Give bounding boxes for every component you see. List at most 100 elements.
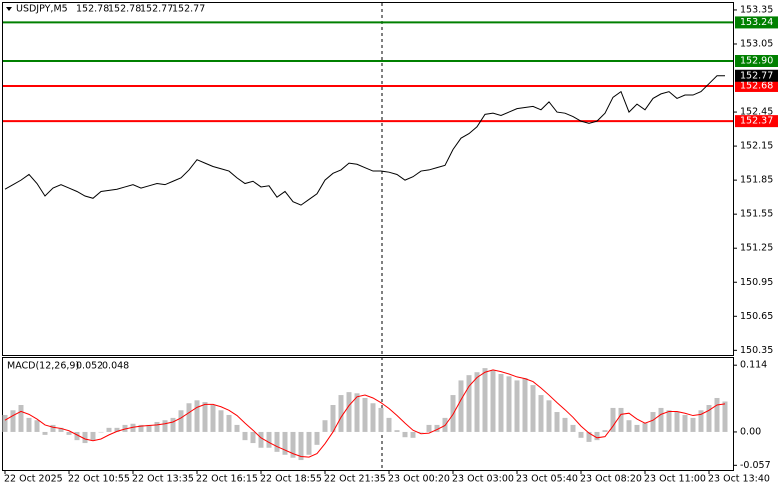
price-line [4,75,725,206]
macd-bar [290,431,296,458]
ohlc-low: 152.77 [140,4,173,15]
macd-bar [690,417,696,432]
macd-bar [130,423,136,432]
macd-bar [266,431,272,448]
macd-bar [594,431,600,441]
macd-bar [610,407,616,432]
macd-bar [378,407,384,432]
signal-line [4,369,726,458]
macd-bar [674,412,680,432]
macd-bar [298,431,304,461]
macd-bar [530,385,536,432]
macd-title: MACD(12,26,9) [7,361,79,372]
ohlc-close: 152.77 [172,4,205,15]
macd-bar [698,410,704,432]
level-label: 153.24 [740,17,773,28]
y-tick-label: 151.85 [740,175,773,186]
x-tick-label: 23 Oct 05:40 [516,474,578,485]
macd-bar [122,424,128,432]
macd-bar [482,368,488,432]
macd-bar [42,431,48,435]
macd-bar [618,407,624,432]
macd-bar [178,410,184,432]
macd-bar [418,431,424,433]
level-label-box [735,115,778,128]
macd-bar [314,431,320,445]
ohlc-high: 152.78 [108,4,141,15]
macd-bar [658,407,664,432]
macd-bar [554,412,560,432]
macd-bar [562,417,568,432]
macd-bar [490,370,496,432]
x-tick-label: 23 Oct 08:20 [580,474,642,485]
macd-bar [50,424,56,432]
macd-bar [426,424,432,432]
menu-arrow [6,7,12,11]
x-tick-label: 22 Oct 16:15 [196,474,258,485]
macd-bar [154,421,160,432]
macd-bar [650,412,656,432]
macd-bar [370,403,376,432]
y-tick-label: 150.65 [740,311,773,322]
macd-bar [466,375,472,432]
macd-signal-value: 0.048 [102,361,129,372]
macd-bar [402,431,408,438]
macd-bar [474,372,480,432]
x-tick-label: 23 Oct 00:20 [388,474,450,485]
macd-bar [602,430,608,432]
macd-bar [138,424,144,432]
macd-bar [458,380,464,432]
macd-bar [250,431,256,444]
level-label: 152.37 [740,116,773,127]
macd-bar [362,397,368,432]
level-label-box [735,55,778,67]
y-tick-label: 153.35 [740,4,773,15]
level-label-box [735,16,778,29]
macd-bar [210,405,216,432]
macd-bar [394,430,400,432]
macd-bar [106,427,112,432]
macd-bar [2,414,8,432]
macd-bar [706,405,712,432]
last-price-box [735,69,778,82]
macd-bar [82,431,88,444]
y-tick-label: 0.00 [740,426,761,437]
y-tick-label: 151.55 [740,209,773,220]
macd-bar [722,401,728,432]
macd-bar [538,395,544,432]
x-tick-label: 23 Oct 13:40 [708,474,770,485]
macd-bar [26,417,32,432]
macd-bar [194,400,200,432]
macd-bar [186,403,192,432]
macd-bar [274,431,280,452]
macd-bar [34,420,40,432]
macd-bar [18,405,24,432]
macd-bar [506,376,512,432]
macd-bar [74,431,80,441]
y-tick-label: 152.45 [740,107,773,118]
macd-bar [146,424,152,432]
x-tick-label: 23 Oct 03:00 [452,474,514,485]
macd-bar [234,424,240,432]
x-tick-label: 22 Oct 10:55 [68,474,130,485]
macd-bar [90,431,96,441]
level-label: 152.90 [740,56,773,67]
macd-bar [322,420,328,432]
x-tick-label: 22 Oct 13:35 [132,474,194,485]
macd-bar [586,431,592,442]
last-price-label: 152.77 [740,70,773,81]
y-tick-label: 152.15 [740,141,773,152]
macd-bar [114,427,120,432]
price-panel [2,2,734,356]
macd-bar [498,373,504,432]
ohlc-open: 152.78 [76,4,109,15]
y-tick-label: -0.057 [740,460,771,471]
macd-bar [546,400,552,432]
symbol-title: USDJPY,M5 [16,4,68,15]
x-tick-label: 22 Oct 2025 [4,474,63,485]
macd-bar [66,431,72,435]
macd-bar [10,410,16,432]
macd-bar [354,393,360,432]
macd-bar [346,392,352,432]
